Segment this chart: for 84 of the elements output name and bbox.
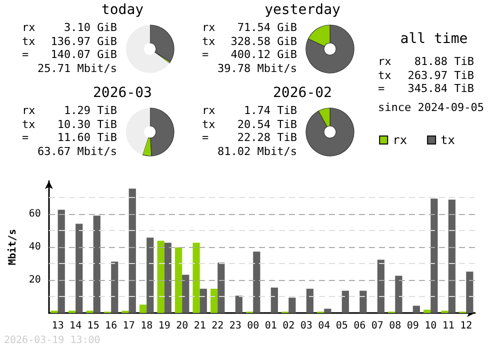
bar [128, 188, 136, 313]
text: = 11.60 TiB [22, 131, 117, 144]
x-tick-label: 06 [354, 320, 366, 332]
x-tick-label: 23 [229, 320, 242, 332]
chart-title: 2026-03 [92, 85, 153, 101]
text: rx 1.74 TiB [202, 104, 297, 117]
text: all time [399, 31, 469, 47]
x-tick-label: 14 [70, 320, 82, 332]
bar [157, 240, 164, 313]
x-tick-label: 02 [282, 320, 295, 332]
text: tx 328.58 GiB [202, 34, 297, 48]
text: 63.67 Mbit/s [38, 144, 117, 158]
bar [288, 298, 296, 313]
bar [306, 288, 314, 313]
chart-title: today [100, 2, 145, 18]
bar [76, 224, 83, 313]
x-tick-label: 19 [158, 320, 170, 332]
bar [182, 274, 190, 313]
text: = 345.84 TiB [378, 82, 474, 95]
x-tick-label: 09 [406, 320, 419, 332]
text: tx 263.97 TiB [378, 68, 474, 82]
bar [139, 304, 147, 313]
text: rx 81.88 TiB [378, 55, 474, 68]
x-tick-label: 20 [176, 320, 188, 332]
y-axis-title: Mbit/s [6, 228, 18, 266]
x-tick-label: 17 [122, 320, 135, 332]
bar [192, 242, 200, 313]
x-tick-label: 01 [264, 320, 277, 332]
x-tick-label: 05 [336, 320, 348, 332]
x-tick-label: 15 [87, 320, 100, 332]
bar [210, 288, 218, 313]
x-tick-label: 22 [212, 320, 224, 332]
bar [360, 290, 367, 313]
bar [395, 276, 402, 313]
legend-label: rx [392, 133, 408, 147]
text: 25.71 Mbit/s [38, 62, 117, 75]
x-tick-label: 07 [371, 320, 384, 332]
x-tick-label: 04 [318, 320, 330, 332]
x-tick-label: 18 [140, 320, 153, 332]
bar [111, 262, 118, 313]
x-tick-label: 00 [247, 320, 260, 332]
bar [430, 198, 438, 313]
bar [342, 290, 349, 313]
bar [377, 260, 384, 313]
text: rx 71.54 GiB [202, 21, 297, 34]
bar [164, 242, 172, 313]
text: = 140.07 GiB [22, 48, 117, 61]
bar [200, 288, 207, 313]
x-tick-label: 03 [300, 320, 312, 332]
bar [448, 200, 456, 313]
x-tick-label: 16 [105, 320, 118, 332]
bar [324, 308, 332, 313]
chart-title: yesterday [264, 2, 342, 18]
bar [174, 247, 182, 313]
bar [270, 288, 278, 313]
text: = 22.28 TiB [202, 131, 297, 144]
bar [235, 296, 242, 313]
x-tick-label: 10 [424, 320, 437, 332]
text: since 2024-09-05 [378, 101, 484, 114]
y-tick-label: 40 [28, 242, 41, 252]
x-tick-label: 12 [460, 320, 472, 332]
chart-title: 2026-02 [272, 85, 333, 101]
text: = 400.12 GiB [202, 48, 297, 61]
x-tick-label: 21 [194, 320, 206, 332]
bar [146, 238, 154, 313]
bar [218, 262, 225, 313]
bar [58, 210, 65, 313]
x-tick-label: 13 [52, 320, 64, 332]
bar [93, 216, 100, 313]
bar [412, 306, 420, 313]
legend-label: tx [440, 133, 456, 147]
text: 81.02 Mbit/s [218, 144, 297, 158]
text: tx 10.30 TiB [22, 118, 117, 130]
text: tx 136.97 GiB [22, 34, 117, 48]
text: 39.78 Mbit/s [218, 62, 297, 75]
text: tx 20.54 TiB [202, 118, 297, 130]
bar [253, 252, 260, 313]
x-tick-label: 08 [389, 320, 402, 332]
text: rx 3.10 GiB [22, 21, 117, 34]
text: rx 1.29 TiB [22, 104, 117, 117]
y-tick-label: 60 [28, 208, 41, 220]
bar [424, 310, 431, 313]
x-tick-label: 11 [442, 320, 454, 332]
y-tick-label: 20 [28, 274, 41, 286]
